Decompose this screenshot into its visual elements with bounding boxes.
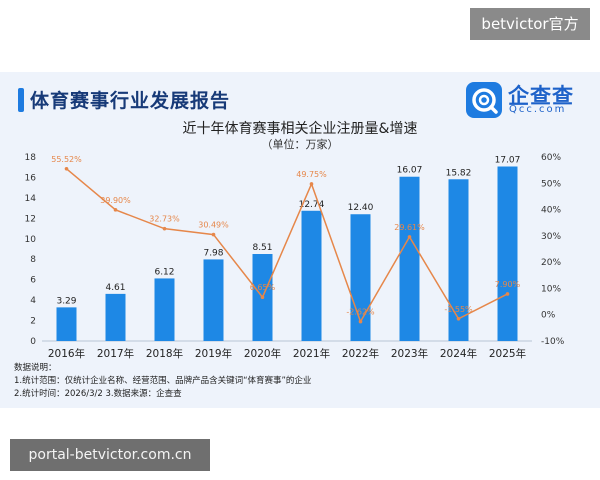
bar-value-label: 16.07 [397,166,423,176]
bar-value-label: 3.29 [56,296,76,306]
bar [399,176,420,341]
y-tick-label: 6 [30,276,36,286]
chart-unit: （单位：万家） [261,138,339,151]
y-tick-label: 18 [25,153,37,163]
y-tick-label: 16 [25,173,37,183]
notes-line-1: 1.统计范围：仅统计企业名称、经营范围、品牌产品含关键词“体育赛事”的企业 [14,376,312,386]
growth-point [211,232,216,237]
growth-line [66,168,508,324]
notes-line-2: 2.统计时间：2026/3/2 3.数据来源：企查查 [14,389,182,399]
bar-value-label: 12.74 [299,200,325,210]
y-tick-label: 8 [30,255,36,265]
bar [497,166,518,341]
y-tick-label: 0 [30,337,36,347]
growth-value-label: 6.65% [250,283,276,292]
growth-point [407,235,412,239]
growth-value-label: 32.73% [149,215,180,224]
y2-tick-label: 40% [541,206,561,216]
y-tick-label: 12 [25,214,36,224]
y-tick-label: 2 [30,317,36,327]
watermark-top-right: betvictor官方 [470,8,590,40]
growth-point [309,182,314,186]
data-notes: 数据说明： 1.统计范围：仅统计企业名称、经营范围、品牌产品含关键词“体育赛事”… [14,362,311,401]
report-title: 体育赛事行业发展报告 [30,90,231,112]
watermark-bottom-left: portal-betvictor.com.cn [10,439,210,471]
notes-heading: 数据说明： [14,363,57,373]
y2-tick-label: 10% [541,284,561,294]
bar [448,179,469,341]
growth-point [505,292,510,296]
qcc-logo-icon [466,82,502,118]
bar [301,210,322,341]
growth-value-label: 49.75% [296,170,327,179]
bar-value-label: 7.98 [203,248,223,258]
growth-point [260,295,265,300]
x-tick-label: 2020年 [244,347,281,360]
y2-tick-label: 60% [541,153,561,163]
bar-value-label: 6.12 [154,267,174,277]
bar-value-label: 15.82 [446,168,472,178]
y2-tick-label: 0% [541,311,556,321]
growth-point [162,226,167,231]
chart-title: 近十年体育赛事相关企业注册量&增速 [182,121,418,137]
bar-value-label: 12.40 [348,203,374,213]
bar [154,278,175,341]
growth-value-label: 30.49% [198,221,229,230]
y2-tick-label: 20% [541,258,561,268]
bar-value-label: 17.07 [495,156,521,166]
growth-value-label: 7.90% [495,280,521,289]
bar [105,293,126,341]
y-tick-label: 10 [25,235,37,245]
x-tick-label: 2018年 [146,347,183,360]
growth-value-label: -1.55% [444,305,473,314]
header-accent-bar [18,88,24,112]
y2-tick-label: -10% [541,337,565,347]
growth-point [113,208,118,212]
bar [56,307,77,341]
x-tick-label: 2021年 [293,347,330,360]
qcc-logo-subtext: Qcc.com [509,104,567,115]
x-tick-label: 2024年 [440,347,477,360]
growth-value-label: 55.52% [51,155,82,164]
y-tick-label: 14 [25,194,37,204]
bar [203,259,224,341]
growth-value-label: 29.61% [394,223,425,232]
bar-value-label: 4.61 [105,283,125,293]
growth-point [456,316,461,321]
y-tick-label: 4 [30,296,36,306]
x-tick-label: 2017年 [97,347,134,360]
growth-point [358,319,363,324]
y2-tick-label: 50% [541,179,561,189]
y2-tick-label: 30% [541,232,561,242]
x-tick-label: 2022年 [342,347,379,360]
x-tick-label: 2016年 [48,347,85,360]
bar-value-label: 8.51 [252,243,272,253]
growth-value-label: 39.90% [100,196,131,205]
x-tick-label: 2019年 [195,347,232,360]
x-tick-label: 2023年 [391,347,428,360]
growth-value-label: -2.62% [346,308,375,317]
qcc-logo-text: 企查查 [508,84,574,108]
x-tick-label: 2025年 [489,347,526,360]
growth-point [64,166,69,171]
qcc-logo: 企查查 Qcc.com [466,82,584,122]
